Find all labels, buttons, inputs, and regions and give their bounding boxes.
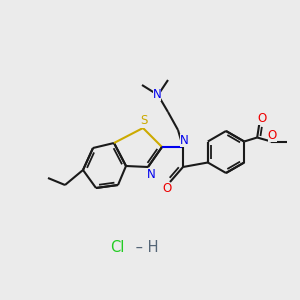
Text: N: N	[147, 167, 155, 181]
Text: O: O	[258, 112, 267, 125]
Text: Cl: Cl	[110, 241, 124, 256]
Text: S: S	[140, 115, 148, 128]
Text: N: N	[180, 134, 188, 146]
Text: N: N	[153, 88, 161, 100]
Text: – H: – H	[131, 241, 158, 256]
Text: O: O	[162, 182, 172, 196]
Text: O: O	[268, 129, 277, 142]
